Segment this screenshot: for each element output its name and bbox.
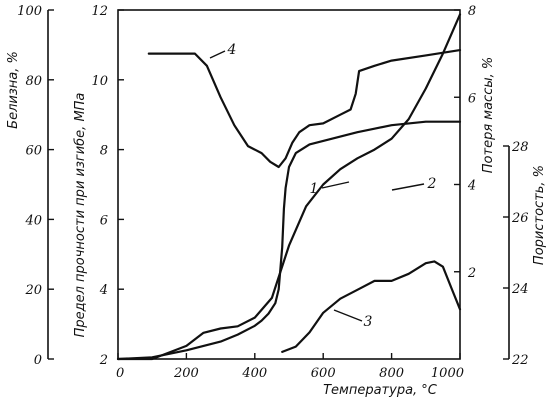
whiteness-tick-label: 40 xyxy=(24,213,42,228)
curves xyxy=(116,13,462,361)
curve-4-leader xyxy=(209,50,226,59)
curve-4-label: 4 xyxy=(227,42,237,58)
curve-labels: 1 2 3 4 xyxy=(209,42,437,330)
porosity-tick-label: 24 xyxy=(511,282,529,297)
mass-loss-axis-title: Потеря массы, % xyxy=(481,57,496,173)
porosity-tick-label: 22 xyxy=(511,353,529,368)
porosity-axis-title: Пористость, % xyxy=(532,165,547,265)
curve-3-leader xyxy=(333,309,363,322)
mass-loss-tick-label: 4 xyxy=(467,179,476,194)
mass-loss-tick-label: 8 xyxy=(468,4,476,19)
curve-2-leader xyxy=(391,183,425,191)
strength-tick-label: 8 xyxy=(100,144,108,159)
strength-tick-label: 6 xyxy=(100,213,108,228)
mass-loss-tick-label: 2 xyxy=(467,266,476,281)
strength-axis-title: Предел прочности при изгибе, МПа xyxy=(73,93,88,338)
whiteness-tick-label: 20 xyxy=(24,283,42,298)
x-axis-title: Температура, °С xyxy=(323,383,438,398)
strength-tick-label: 12 xyxy=(91,4,108,19)
plot-frame xyxy=(117,9,461,360)
x-tick-label: 200 xyxy=(173,366,199,381)
curve-3-label: 3 xyxy=(364,314,373,330)
whiteness-axis-title: Белизна, % xyxy=(6,51,21,129)
axes xyxy=(47,9,510,360)
x-tick-label: 600 xyxy=(311,366,336,381)
curve-2-label: 2 xyxy=(427,176,437,192)
mass-loss-tick-label: 6 xyxy=(468,91,476,106)
strength-tick-label: 2 xyxy=(99,353,108,368)
tick-labels: 0 200 400 600 800 100002040608010024681012246… xyxy=(17,4,528,381)
series-4-line xyxy=(147,49,462,169)
axis-titles: Температура, °С Белизна, % Предел прочност… xyxy=(6,51,547,398)
curve-1-label: 1 xyxy=(310,181,319,197)
series-2-line xyxy=(116,13,462,361)
curve-1-leader xyxy=(321,181,350,189)
x-tick-label: 1000 xyxy=(431,366,464,381)
whiteness-tick-label: 0 xyxy=(34,353,42,368)
strength-tick-label: 10 xyxy=(91,74,108,89)
whiteness-tick-label: 100 xyxy=(17,4,42,19)
whiteness-tick-label: 60 xyxy=(25,144,42,159)
series-1-line xyxy=(116,120,462,361)
series-3-line xyxy=(281,260,462,353)
porosity-tick-label: 26 xyxy=(511,211,529,226)
x-tick-label: 800 xyxy=(379,366,404,381)
x-tick-label: 0 xyxy=(116,366,124,381)
strength-tick-label: 4 xyxy=(99,283,108,298)
porosity-tick-label: 28 xyxy=(511,140,529,155)
whiteness-tick-label: 80 xyxy=(25,74,42,89)
x-tick-label: 400 xyxy=(241,366,267,381)
